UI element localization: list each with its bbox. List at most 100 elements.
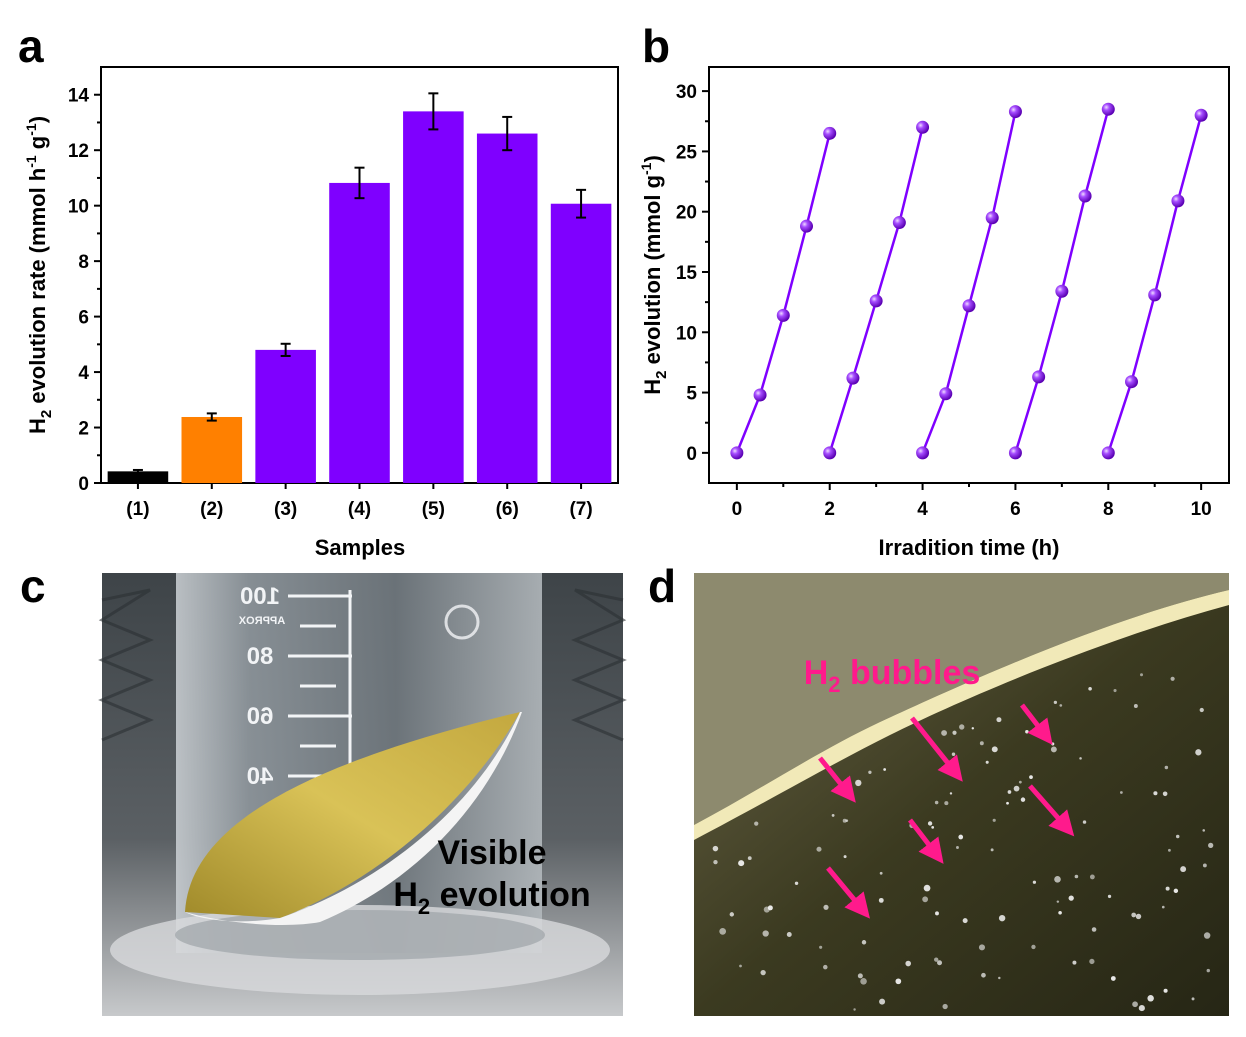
data-point [1194, 108, 1208, 122]
bubble [1113, 688, 1117, 693]
error-bar [576, 188, 587, 219]
data-point [753, 388, 767, 402]
bubble [868, 770, 872, 774]
data-point [1148, 288, 1162, 302]
beaker-mark-100: 100 [240, 583, 280, 610]
x-axis-title-b: Irradition time (h) [879, 535, 1060, 560]
panel-label-a: a [18, 20, 44, 72]
bubble [937, 960, 943, 966]
bubble [1180, 866, 1187, 873]
series-line [735, 133, 831, 454]
bubble [979, 741, 984, 746]
data-point [1125, 375, 1138, 389]
plot-frame-b [708, 66, 1230, 484]
bubble [843, 855, 847, 859]
arrow-1 [910, 716, 963, 782]
bubble [1059, 704, 1063, 707]
x-tick-label-b: 0 [732, 499, 743, 520]
bar [329, 182, 390, 483]
x-tick-label-a: (4) [348, 499, 371, 520]
bubble [883, 768, 887, 771]
bubble [1153, 791, 1158, 796]
bubble [1054, 876, 1061, 883]
data-point [776, 308, 790, 322]
y-tick-label-b: 5 [686, 384, 697, 405]
beaker-mark-80: 80 [247, 643, 274, 670]
bubble [1131, 912, 1137, 918]
y-tick-label-a: 0 [78, 474, 89, 495]
bubble [1068, 895, 1074, 901]
bubble [1203, 932, 1211, 939]
data-point [823, 446, 837, 460]
bubble [1163, 988, 1168, 993]
panel-label-d: d [648, 560, 676, 612]
bubble [935, 911, 939, 916]
data-point [1101, 446, 1115, 460]
bubble [860, 978, 867, 985]
photo-d-upper-region [694, 573, 1229, 825]
bubble [941, 730, 947, 736]
bubble [998, 914, 1006, 922]
data-point [1055, 284, 1069, 298]
bubble [1202, 829, 1206, 832]
bubble [747, 856, 752, 861]
x-tick-label-b: 6 [1010, 499, 1021, 520]
data-point [892, 216, 906, 230]
bubble [927, 821, 933, 826]
bubble [1208, 842, 1214, 848]
error-bar [502, 115, 513, 152]
bubble [878, 897, 884, 903]
bubble [971, 727, 975, 730]
bubble [1165, 886, 1170, 891]
y-tick-label-b: 30 [676, 82, 697, 103]
arrow-5 [908, 818, 944, 864]
bubble [719, 927, 727, 935]
bubble [951, 752, 956, 757]
bubble [1029, 775, 1033, 779]
bubble [895, 978, 902, 985]
bubble [958, 834, 964, 840]
beaker-logo [444, 604, 480, 640]
data-point [1078, 189, 1092, 203]
beaker-brand: APPROX [238, 615, 285, 627]
x-tick-label-a: (6) [496, 499, 519, 520]
bubble [1170, 676, 1175, 681]
bubble [1195, 749, 1202, 756]
bubble [934, 957, 939, 962]
y-tick-label-b: 0 [686, 444, 697, 465]
glass-edge-highlight [694, 590, 1229, 840]
beaker-mark-40: 40 [247, 763, 274, 790]
y-tick-label-b: 15 [676, 263, 698, 284]
bubble [1091, 927, 1097, 932]
bubble [879, 871, 883, 875]
bubble [1132, 1001, 1138, 1008]
bubble [857, 973, 863, 979]
bubble [819, 945, 823, 949]
bubble [1173, 888, 1179, 894]
y-tick-label-a: 6 [78, 308, 89, 329]
bubble [713, 859, 718, 865]
data-point [730, 446, 744, 460]
bubble [1007, 790, 1012, 794]
bubble [760, 969, 766, 976]
photo-d-label: H2 bubbles [804, 654, 981, 697]
data-point [800, 219, 813, 233]
bubble [879, 998, 886, 1005]
data-point [916, 120, 930, 134]
y-tick-label-a: 14 [68, 86, 90, 107]
x-tick-label-a: (2) [200, 499, 223, 520]
data-point [846, 371, 860, 385]
bubble [754, 821, 759, 826]
x-tick-label-a: (5) [422, 499, 445, 520]
photo-c-label-line2: H2 evolution [393, 876, 590, 919]
bubble [1058, 910, 1062, 915]
bubble [985, 760, 989, 764]
bubble [944, 801, 949, 806]
bubble [1110, 976, 1116, 981]
x-tick-label-b: 8 [1103, 499, 1114, 520]
bubble [923, 884, 931, 892]
error-bar [280, 342, 291, 357]
bubble [1191, 997, 1195, 1001]
panel-label-c: c [20, 560, 46, 612]
